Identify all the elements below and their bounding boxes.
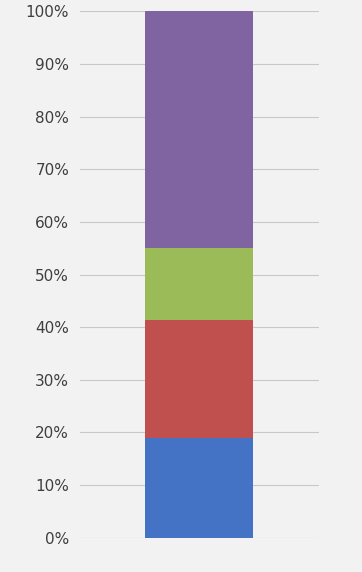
Bar	[146, 248, 253, 320]
Bar	[146, 11, 253, 248]
Bar	[146, 438, 253, 538]
Bar	[146, 320, 253, 438]
